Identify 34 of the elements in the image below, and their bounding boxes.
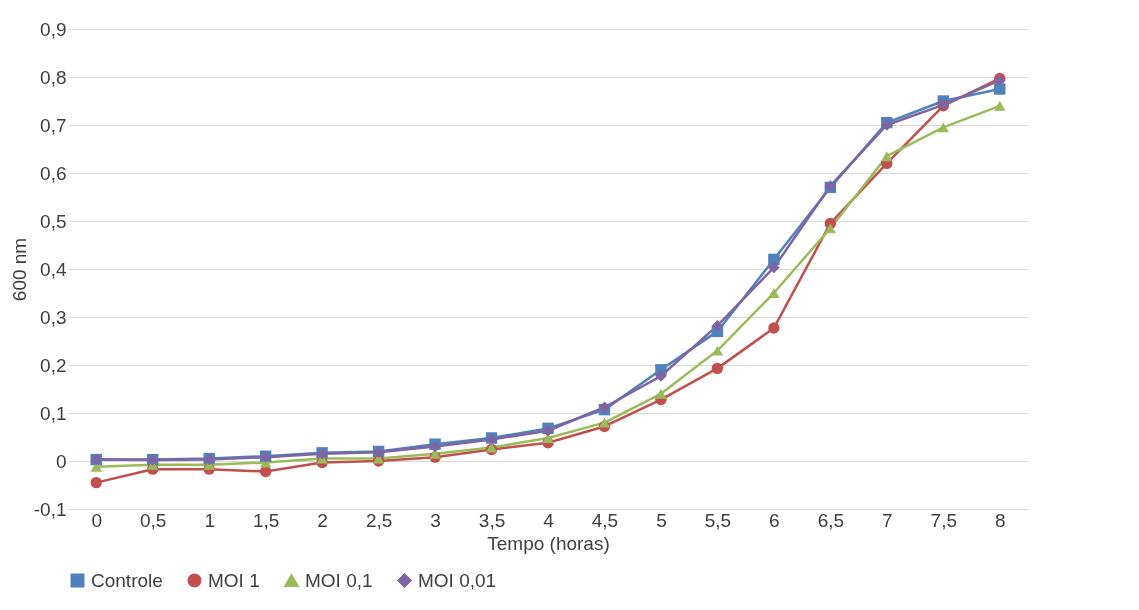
x-tick-label: 8 bbox=[994, 509, 1006, 531]
y-tick-label: 0,1 bbox=[40, 402, 67, 424]
x-tick-label: 1,5 bbox=[252, 509, 280, 531]
x-tick-label: 7,5 bbox=[930, 509, 958, 531]
y-tick-label: 0,5 bbox=[40, 210, 67, 232]
x-tick-label: 4,5 bbox=[591, 509, 619, 531]
x-tick-label: 0,5 bbox=[139, 509, 167, 531]
x-tick-label: 2,5 bbox=[365, 509, 393, 531]
x-tick-label: 0 bbox=[91, 509, 103, 531]
y-tick-label: 0,3 bbox=[40, 306, 67, 328]
legend-label: MOI 1 bbox=[208, 569, 260, 591]
y-tick-label: 0,6 bbox=[40, 162, 67, 184]
legend-label: Controle bbox=[91, 569, 163, 591]
y-tick-label: 0,7 bbox=[40, 114, 67, 136]
x-tick-label: 6 bbox=[769, 509, 780, 531]
y-axis-title: 600 nm bbox=[8, 237, 30, 302]
x-tick-label: 3 bbox=[430, 509, 441, 531]
legend-label: MOI 0,01 bbox=[418, 569, 497, 591]
y-tick-label: -0,1 bbox=[33, 498, 67, 520]
y-tick-label: 0,9 bbox=[40, 18, 67, 40]
y-tick-label: 0 bbox=[55, 450, 67, 472]
x-tick-label: 5,5 bbox=[704, 509, 732, 531]
y-tick-label: 0,4 bbox=[40, 258, 67, 280]
y-tick-label: 0,8 bbox=[40, 66, 67, 88]
x-tick-label: 3,5 bbox=[478, 509, 506, 531]
legend-label: MOI 0,1 bbox=[305, 569, 373, 591]
x-tick-label: 5 bbox=[656, 509, 667, 531]
x-tick-label: 6,5 bbox=[817, 509, 845, 531]
x-tick-label: 7 bbox=[882, 509, 893, 531]
x-tick-label: 4 bbox=[543, 509, 555, 531]
x-axis-title: Tempo (horas) bbox=[487, 532, 610, 554]
y-tick-label: 0,2 bbox=[40, 354, 67, 376]
x-tick-label: 1 bbox=[204, 509, 215, 531]
x-tick-label: 2 bbox=[317, 509, 328, 531]
